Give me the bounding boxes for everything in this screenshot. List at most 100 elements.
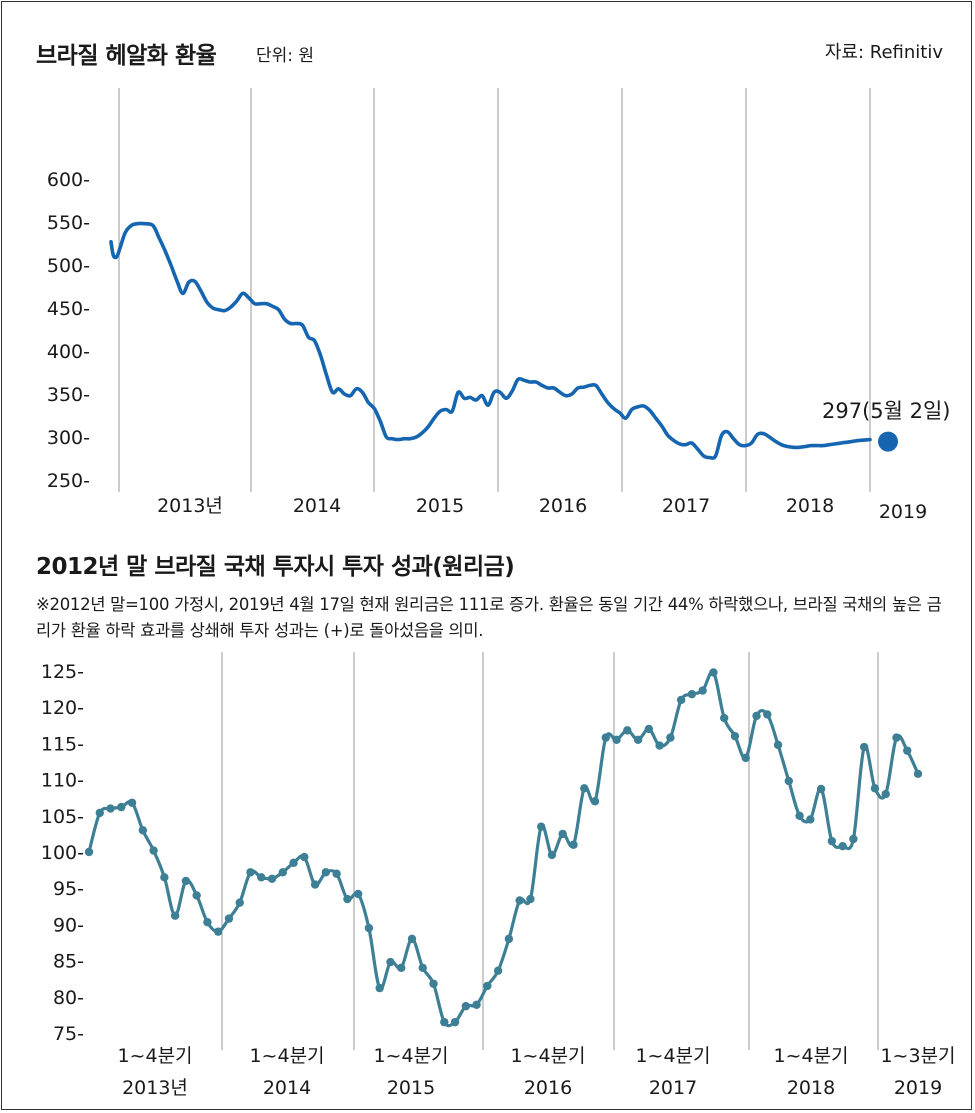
data-point [332,869,341,878]
x-tick-label: 2015 [416,495,464,517]
data-point [709,668,718,677]
data-point [558,829,567,839]
x-tick-year-label: 2015 [387,1077,435,1099]
data-point [386,957,395,967]
data-point [170,911,180,920]
data-point [95,808,104,818]
data-point [623,726,632,735]
data-point [806,815,815,824]
data-point [903,746,912,755]
y-tick-label: 90- [53,914,84,936]
y-tick-label: 350- [47,384,90,406]
data-point [364,923,374,933]
x-tick-label: 2017 [662,495,710,517]
data-point [870,784,880,793]
data-point [816,784,826,794]
latest-value-annotation: 297(5월 2일) [822,399,951,423]
x-tick-quarter-label: 1~4분기 [249,1045,324,1067]
data-point [160,873,169,882]
x-tick-quarter-label: 1~4분기 [117,1045,192,1067]
x-tick-label: 2014 [293,495,341,517]
data-point [84,847,94,857]
data-point [763,710,772,719]
data-point [321,868,331,877]
x-tick-year-label: 2016 [524,1077,572,1099]
data-point [720,713,729,723]
data-point [784,776,794,786]
data-point [257,873,266,882]
data-point [461,1002,471,1011]
chart1-unit: 단위: 원 [256,46,315,66]
y-tick-label: 125- [41,661,84,683]
x-tick-quarter-label: 1~4분기 [635,1045,710,1067]
data-point [730,731,740,741]
exchange-rate-line [109,221,872,460]
x-tick-year-label: 2013년 [122,1077,188,1099]
data-point [267,874,277,883]
data-point [440,1017,449,1027]
data-point [343,894,352,904]
data-point [859,742,869,752]
y-tick-label: 250- [47,470,90,492]
x-tick-quarter-label: 1~4분기 [373,1045,448,1067]
data-point [633,735,643,744]
performance-line [87,670,920,1028]
data-point [418,963,427,973]
x-tick-year-label: 2014 [263,1077,311,1099]
data-point [838,842,847,851]
data-point [569,840,578,849]
data-point [881,789,890,799]
data-point [687,689,697,699]
data-point [892,733,901,742]
data-point [117,802,126,812]
latest-point-marker [878,431,898,452]
y-tick-label: 115- [41,733,84,755]
data-point [353,889,363,899]
data-point [580,784,589,793]
data-point [289,858,298,868]
y-tick-label: 550- [47,212,90,234]
data-point [849,834,858,844]
data-point [612,735,621,744]
y-tick-label: 300- [47,427,90,449]
data-point [278,868,287,877]
y-tick-label: 600- [47,169,90,191]
data-point [472,1000,481,1009]
data-point [547,850,557,860]
data-point [741,753,750,763]
data-point [752,711,761,721]
data-point [127,798,137,807]
data-point [536,822,546,831]
data-point [827,836,837,846]
data-point [203,918,212,927]
data-point [655,741,664,750]
data-point [483,981,492,991]
x-tick-label: 2016 [539,495,587,517]
data-point [493,966,503,975]
chart2-title: 2012년 말 브라질 국채 투자시 투자 성과(원리금) [36,554,515,580]
x-tick-label: 2018 [786,495,834,517]
data-point [504,934,514,944]
y-tick-label: 85- [53,951,84,973]
data-point [666,733,675,742]
data-point [192,891,201,900]
y-tick-label: 450- [47,298,90,320]
exchange-rate-chart: 600- 550- 500- 450- 400- 350- 300- 250- 2013년 201… [47,88,951,523]
data-point [644,724,654,734]
data-point [450,1017,460,1027]
chart2-note: ※2012년 말=100 가정시, 2019년 4월 17일 현재 원리금은 1… [36,595,942,640]
data-point [698,686,707,695]
data-point [246,868,255,877]
x-tick-quarter-label: 1~4분기 [773,1045,848,1067]
data-point [375,983,384,993]
data-point [138,826,148,835]
data-point [773,740,783,750]
x-tick-label: 2019 [879,501,927,523]
data-point [310,880,320,889]
x-tick-year-label: 2018 [787,1077,835,1099]
data-point [407,934,417,944]
x-tick-quarter-label: 1~3분기 [880,1045,955,1067]
data-point [676,695,686,705]
